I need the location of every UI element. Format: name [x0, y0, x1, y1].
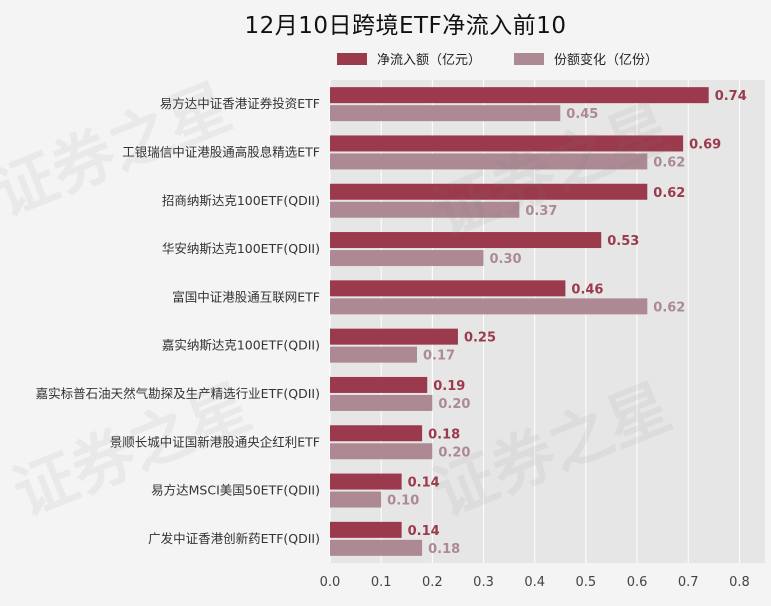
- data-label: 0.53: [607, 234, 639, 249]
- data-label: 0.18: [428, 542, 460, 557]
- x-tick-label: 0.8: [729, 575, 750, 590]
- data-label: 0.62: [653, 155, 685, 170]
- category-label: 富国中证港股通互联网ETF: [172, 289, 320, 304]
- net-inflow-bar: [330, 183, 648, 200]
- data-label: 0.69: [689, 137, 721, 152]
- share-change-bar: [330, 394, 433, 411]
- net-inflow-bar: [330, 232, 602, 249]
- net-inflow-bar: [330, 280, 566, 297]
- data-label: 0.14: [408, 476, 440, 491]
- data-label: 0.10: [387, 494, 419, 509]
- x-tick-label: 0.3: [473, 575, 494, 590]
- net-inflow-bar: [330, 87, 709, 104]
- data-label: 0.20: [438, 397, 470, 412]
- legend-label: 净流入额（亿元）: [377, 53, 482, 68]
- data-label: 0.19: [433, 379, 465, 394]
- category-label: 嘉实标普石油天然气勘探及生产精选行业ETF(QDII): [36, 386, 320, 401]
- category-label: 华安纳斯达克100ETF(QDII): [162, 241, 320, 256]
- x-tick-label: 0.7: [678, 575, 699, 590]
- share-change-bar: [330, 153, 648, 170]
- net-inflow-bar: [330, 425, 423, 442]
- share-change-bar: [330, 201, 520, 218]
- share-change-bar: [330, 250, 484, 267]
- legend-swatch: [337, 52, 367, 65]
- data-label: 0.37: [525, 204, 557, 219]
- x-tick-label: 0.2: [422, 575, 443, 590]
- data-label: 0.18: [428, 427, 460, 442]
- share-change-bar: [330, 346, 417, 363]
- category-label: 易方达中证香港证券投资ETF: [160, 96, 320, 111]
- category-label: 工银瑞信中证港股通高股息精选ETF: [122, 144, 320, 159]
- legend-item-share-change: 份额变化（亿份）: [514, 49, 658, 68]
- legend-label: 份额变化（亿份）: [554, 53, 659, 68]
- x-tick-label: 0.1: [371, 575, 392, 590]
- data-label: 0.62: [653, 300, 685, 315]
- data-label: 0.17: [423, 349, 455, 364]
- share-change-bar: [330, 105, 561, 122]
- legend-swatch: [514, 52, 544, 65]
- x-tick-label: 0.4: [524, 575, 545, 590]
- data-label: 0.62: [653, 186, 685, 201]
- data-label: 0.14: [408, 524, 440, 539]
- net-inflow-bar: [330, 473, 402, 490]
- net-inflow-bar: [330, 135, 684, 152]
- share-change-bar: [330, 443, 433, 460]
- category-label: 广发中证香港创新药ETF(QDII): [148, 531, 320, 546]
- data-label: 0.74: [715, 89, 747, 104]
- share-change-bar: [330, 298, 648, 315]
- x-tick-label: 0.0: [320, 575, 341, 590]
- chart-title: 12月10日跨境ETF净流入前10: [244, 13, 567, 39]
- legend-item-net-inflow: 净流入额（亿元）: [337, 49, 481, 68]
- category-label: 易方达MSCI美国50ETF(QDII): [151, 483, 320, 498]
- category-label: 招商纳斯达克100ETF(QDII): [162, 193, 320, 208]
- data-label: 0.46: [571, 282, 603, 297]
- data-label: 0.25: [464, 331, 496, 346]
- data-label: 0.45: [566, 107, 598, 122]
- category-label: 嘉实纳斯达克100ETF(QDII): [162, 338, 320, 353]
- net-inflow-bar: [330, 376, 428, 393]
- x-tick-label: 0.6: [627, 575, 648, 590]
- share-change-bar: [330, 491, 382, 508]
- data-label: 0.20: [438, 445, 470, 460]
- net-inflow-bar: [330, 328, 458, 345]
- data-label: 0.30: [490, 252, 522, 267]
- x-tick-label: 0.5: [576, 575, 597, 590]
- net-inflow-bar: [330, 521, 402, 538]
- category-label: 景顺长城中证国新港股通央企红利ETF: [110, 434, 320, 449]
- share-change-bar: [330, 539, 423, 556]
